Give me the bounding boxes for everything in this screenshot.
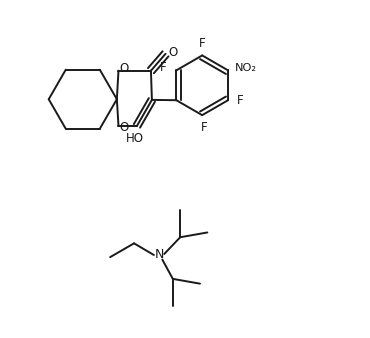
Text: NO₂: NO₂ — [235, 63, 257, 73]
Text: O: O — [120, 62, 129, 75]
Text: F: F — [199, 37, 205, 50]
Text: F: F — [201, 121, 207, 134]
Text: F: F — [159, 61, 166, 74]
Text: O: O — [168, 46, 177, 59]
Text: O: O — [120, 121, 129, 134]
Text: N: N — [154, 248, 164, 262]
Text: F: F — [237, 94, 244, 107]
Text: HO: HO — [126, 132, 144, 145]
